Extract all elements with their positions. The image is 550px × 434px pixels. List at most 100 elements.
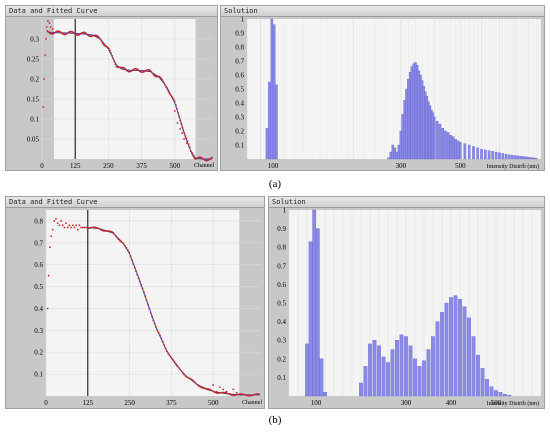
y-tick-label: 0.3 [34,327,43,335]
distribution-bar [386,362,390,397]
data-point [49,246,51,249]
data-point [151,315,153,318]
y-tick-label: 0.7 [235,58,244,66]
data-point [73,226,76,229]
figure-label-a: (a) [268,178,282,190]
distribution-bar [484,149,487,160]
panel-b-right-title: Solution [269,197,544,208]
data-point [49,26,52,28]
data-point [165,86,168,89]
distribution-bar [444,130,447,160]
data-point [47,274,50,277]
data-point [45,26,48,28]
plot-b-left: 0.1 0.2 0.3 0.4 0.5 0.6 0.7 0.8 0 125 250 375 500 Cha… [34,210,262,407]
data-point [135,270,137,273]
data-point [199,385,202,388]
data-point [171,357,173,360]
distribution-bar [456,140,460,160]
data-point [144,295,147,298]
data-point [183,132,186,135]
x-tick-label: 0 [40,162,44,170]
y-tick-label: 0.4 [235,100,244,108]
y-tick-label: 0.8 [235,44,244,52]
data-point [219,392,222,394]
data-point [102,229,105,232]
data-point [51,28,54,30]
data-point [68,224,71,227]
distribution-bar [408,345,413,397]
data-point [149,69,152,72]
distribution-bar [433,116,436,160]
chart-a-left: 0.05 0.1 0.15 0.2 0.25 0.3 0 125 250 375 500 Channe… [27,19,214,170]
data-point [184,135,187,137]
data-point [133,266,136,269]
data-point [212,384,215,386]
data-point [211,156,213,159]
y-tick-label: 0.8 [34,217,43,225]
data-point [192,379,195,382]
distribution-bar [391,144,395,160]
y-tick-label: 0.15 [27,96,40,104]
distribution-bar [524,156,528,160]
y-tick-label: 0.5 [235,86,244,94]
data-point [61,224,64,227]
data-point [136,273,139,276]
data-point [163,82,166,85]
data-point [81,226,84,229]
distribution-bar [390,349,395,397]
data-point [161,340,164,343]
y-tick-label: 0.9 [235,30,244,38]
distribution-bar [494,390,498,397]
data-point [176,122,179,124]
data-point [187,143,190,146]
y-tick-label: 0.3 [235,114,244,122]
distribution-bar [389,151,392,160]
data-point [176,107,178,110]
data-point [205,387,208,390]
y-tick-label: 0.6 [34,261,43,269]
data-point [256,393,259,395]
data-point [171,96,174,99]
data-point [193,156,195,159]
data-point [173,100,176,103]
data-point [83,226,86,229]
distribution-bar [265,128,269,160]
data-point [164,347,167,350]
data-point [141,287,144,290]
data-point [55,217,57,220]
distribution-bar [459,142,462,160]
distribution-bar [498,152,501,160]
y-tick-label: 0.1 [30,116,39,124]
data-point [225,390,228,393]
data-point [185,142,188,144]
data-point [255,393,258,396]
data-point [220,391,223,394]
data-point [236,393,239,396]
data-point [117,238,120,241]
data-point [179,368,181,371]
data-point [155,326,157,329]
data-point [44,54,47,56]
data-point [248,394,251,397]
data-point [112,231,115,234]
data-point [188,377,191,380]
data-point [131,259,133,261]
data-point [97,227,100,230]
data-point [217,392,220,394]
distribution-bar [462,306,467,397]
y-tick-label: 0.4 [34,305,43,313]
data-point [231,394,234,397]
y-tick-label: 0.5 [34,283,43,291]
y-tick-label: 0.05 [27,136,40,144]
data-point [185,137,188,140]
distribution-bar [532,157,536,160]
data-point [169,94,172,96]
distribution-bar [275,84,278,160]
data-point [208,388,211,391]
distribution-bar [480,149,483,160]
panel-a-right: Solution 0.1 0.2 0.3 0.4 0.5 0.6 0.7 0.8 0.9 1 100… [220,5,545,171]
data-point [65,222,67,225]
data-point [110,52,112,54]
y-tick-label: 0.3 [277,337,286,345]
data-point [46,20,49,22]
